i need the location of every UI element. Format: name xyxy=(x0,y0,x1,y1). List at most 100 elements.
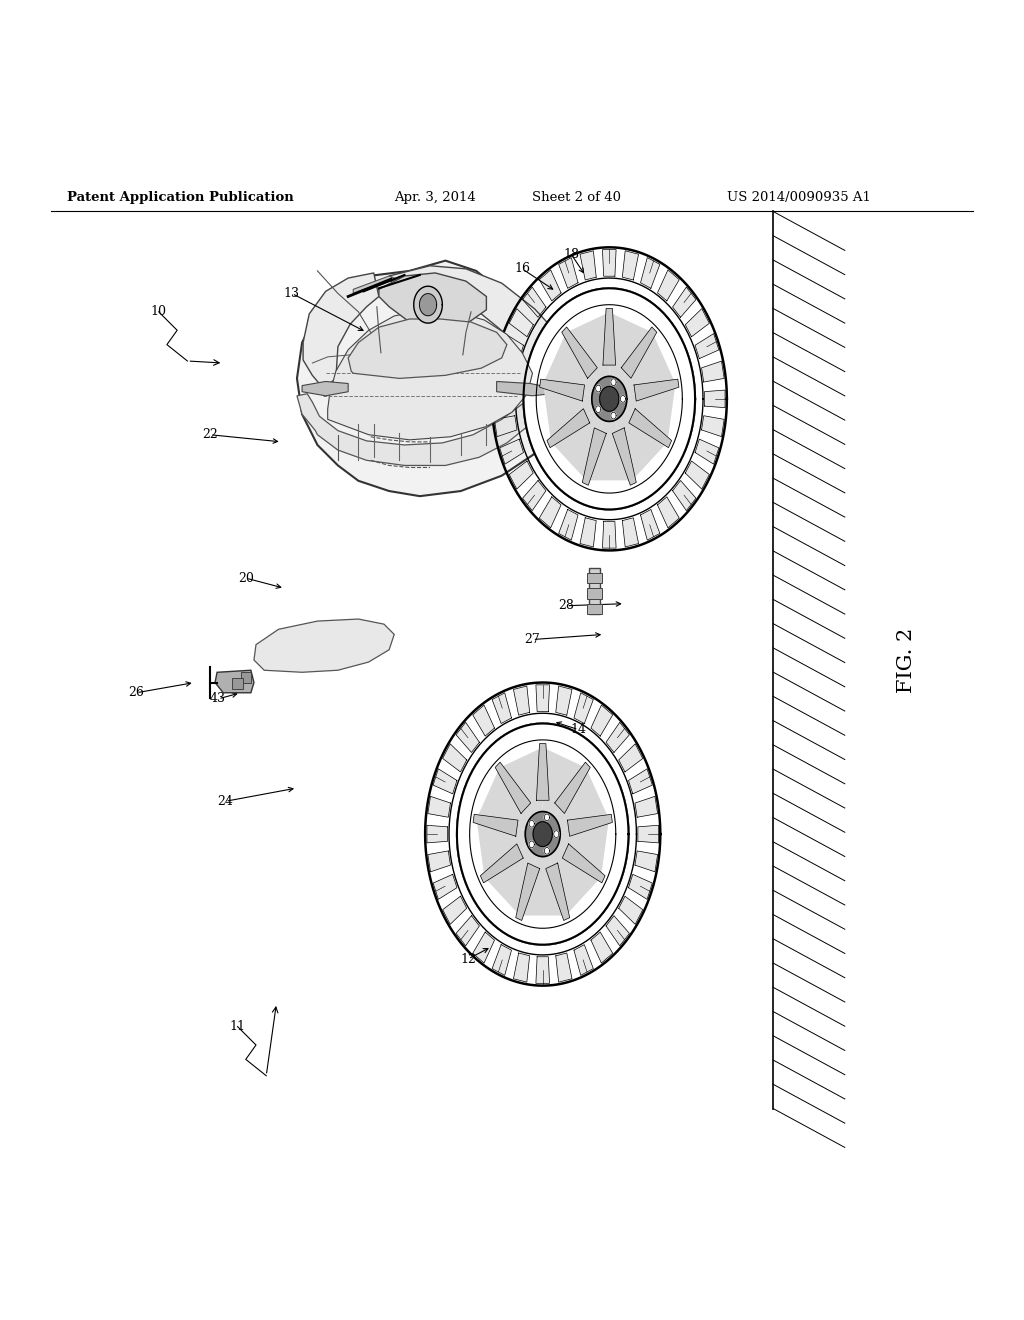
Text: 20: 20 xyxy=(238,572,254,585)
Text: Apr. 3, 2014: Apr. 3, 2014 xyxy=(394,190,476,203)
Polygon shape xyxy=(495,416,517,437)
Polygon shape xyxy=(623,251,639,280)
Polygon shape xyxy=(353,276,397,293)
Polygon shape xyxy=(556,686,572,715)
Polygon shape xyxy=(543,818,609,878)
Polygon shape xyxy=(603,309,615,366)
Polygon shape xyxy=(523,288,695,510)
Polygon shape xyxy=(456,916,479,946)
Polygon shape xyxy=(621,396,626,403)
Polygon shape xyxy=(618,896,643,924)
Polygon shape xyxy=(602,249,616,276)
Polygon shape xyxy=(580,251,596,280)
Polygon shape xyxy=(701,362,724,381)
Polygon shape xyxy=(513,686,529,715)
Polygon shape xyxy=(562,843,605,883)
Polygon shape xyxy=(635,851,657,871)
Polygon shape xyxy=(328,310,532,440)
Polygon shape xyxy=(480,843,523,883)
Polygon shape xyxy=(494,391,514,408)
Text: 13: 13 xyxy=(284,286,300,300)
Polygon shape xyxy=(543,333,609,399)
Polygon shape xyxy=(629,768,652,793)
Polygon shape xyxy=(473,814,518,837)
Polygon shape xyxy=(513,953,529,982)
Polygon shape xyxy=(254,619,394,672)
Polygon shape xyxy=(623,517,639,546)
Polygon shape xyxy=(476,768,543,834)
Polygon shape xyxy=(540,269,561,301)
Polygon shape xyxy=(695,334,719,359)
Polygon shape xyxy=(618,744,643,772)
Polygon shape xyxy=(673,480,696,511)
Polygon shape xyxy=(592,376,627,421)
Polygon shape xyxy=(606,722,630,752)
Polygon shape xyxy=(609,399,668,480)
Text: 12: 12 xyxy=(460,953,476,965)
Polygon shape xyxy=(522,480,546,511)
Polygon shape xyxy=(232,678,243,689)
Polygon shape xyxy=(609,313,652,399)
Polygon shape xyxy=(673,288,696,317)
Polygon shape xyxy=(705,391,725,408)
Polygon shape xyxy=(556,953,572,982)
Polygon shape xyxy=(529,841,535,847)
Polygon shape xyxy=(428,796,451,817)
Polygon shape xyxy=(509,461,534,490)
Polygon shape xyxy=(379,273,486,327)
Polygon shape xyxy=(587,589,602,598)
Polygon shape xyxy=(591,932,612,964)
Polygon shape xyxy=(389,265,582,416)
Polygon shape xyxy=(433,874,457,899)
Text: Patent Application Publication: Patent Application Publication xyxy=(67,190,293,203)
Polygon shape xyxy=(629,409,672,447)
Polygon shape xyxy=(555,762,590,813)
Polygon shape xyxy=(611,412,616,418)
Polygon shape xyxy=(685,309,710,337)
Polygon shape xyxy=(442,896,467,924)
Polygon shape xyxy=(622,327,656,379)
Text: 18: 18 xyxy=(563,248,580,261)
Text: 43: 43 xyxy=(210,693,226,705)
Text: 28: 28 xyxy=(558,599,574,612)
Polygon shape xyxy=(609,333,676,399)
Polygon shape xyxy=(587,573,602,583)
Polygon shape xyxy=(587,399,632,480)
Polygon shape xyxy=(516,863,540,920)
Polygon shape xyxy=(546,863,569,920)
Polygon shape xyxy=(540,379,585,401)
Polygon shape xyxy=(580,517,596,546)
Polygon shape xyxy=(497,381,555,396)
Polygon shape xyxy=(534,821,552,846)
Polygon shape xyxy=(602,521,616,548)
Polygon shape xyxy=(591,705,612,737)
Polygon shape xyxy=(640,257,659,288)
Polygon shape xyxy=(473,932,495,964)
Text: 27: 27 xyxy=(524,634,541,645)
Polygon shape xyxy=(554,830,559,837)
Polygon shape xyxy=(493,693,512,723)
Polygon shape xyxy=(543,747,586,834)
Polygon shape xyxy=(587,603,602,614)
Polygon shape xyxy=(414,286,442,323)
Text: 14: 14 xyxy=(570,723,587,737)
Polygon shape xyxy=(215,671,254,693)
Polygon shape xyxy=(427,825,447,843)
Polygon shape xyxy=(551,399,609,480)
Polygon shape xyxy=(640,510,659,540)
Polygon shape xyxy=(657,269,679,301)
Polygon shape xyxy=(536,957,550,983)
Polygon shape xyxy=(241,672,251,682)
Polygon shape xyxy=(433,768,457,793)
Polygon shape xyxy=(509,309,534,337)
Polygon shape xyxy=(500,334,523,359)
Polygon shape xyxy=(522,288,546,317)
Polygon shape xyxy=(611,379,616,385)
Polygon shape xyxy=(536,685,550,711)
Polygon shape xyxy=(457,723,629,945)
Polygon shape xyxy=(573,693,593,723)
Polygon shape xyxy=(476,818,543,878)
Polygon shape xyxy=(348,319,507,379)
Polygon shape xyxy=(297,260,582,496)
Polygon shape xyxy=(297,393,538,466)
